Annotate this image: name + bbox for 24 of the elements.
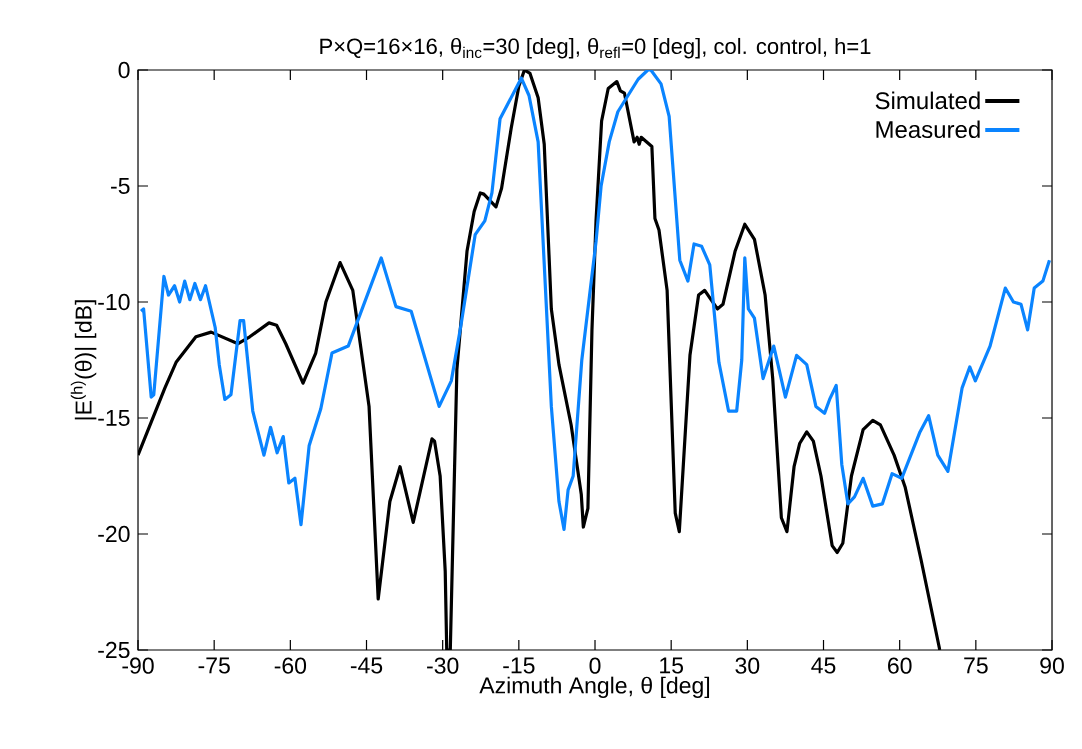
legend-label: Measured — [876, 120, 980, 139]
x-axis-title: Azimuth Angle, θ [deg] — [479, 676, 710, 699]
y-tick-label: -15 — [98, 409, 130, 427]
legend-label: Simulated — [875, 91, 980, 110]
y-tick-label: -20 — [98, 525, 130, 543]
x-tick-label: -90 — [122, 657, 154, 674]
chart-title: P×Q=16×16, θ$_{inc}$=30 [deg], θ$_{refl}$=0 [deg], col. control, h=1 — [320, 37, 871, 59]
x-tick-label: -30 — [427, 657, 459, 674]
x-tick-label: 30 — [735, 657, 760, 674]
x-tick-label: -45 — [350, 657, 383, 674]
x-tick-label: 90 — [1040, 657, 1064, 674]
y-tick-label: 0 — [118, 61, 130, 79]
x-tick-label: 45 — [811, 657, 836, 674]
y-axis-title: |E$^{(h)}$(θ)| [dB] — [70, 300, 97, 420]
y-tick-label: -25 — [98, 641, 130, 659]
x-tick-label: -75 — [198, 657, 230, 674]
x-tick-label: -60 — [274, 657, 307, 674]
x-tick-label: 15 — [660, 657, 683, 674]
y-tick-label: -10 — [98, 293, 130, 311]
x-tick-label: 75 — [964, 657, 988, 674]
x-tick-label: 0 — [589, 657, 601, 674]
x-tick-label: -15 — [503, 657, 535, 674]
y-tick-label: -5 — [111, 177, 130, 195]
x-tick-label: 60 — [888, 657, 912, 674]
